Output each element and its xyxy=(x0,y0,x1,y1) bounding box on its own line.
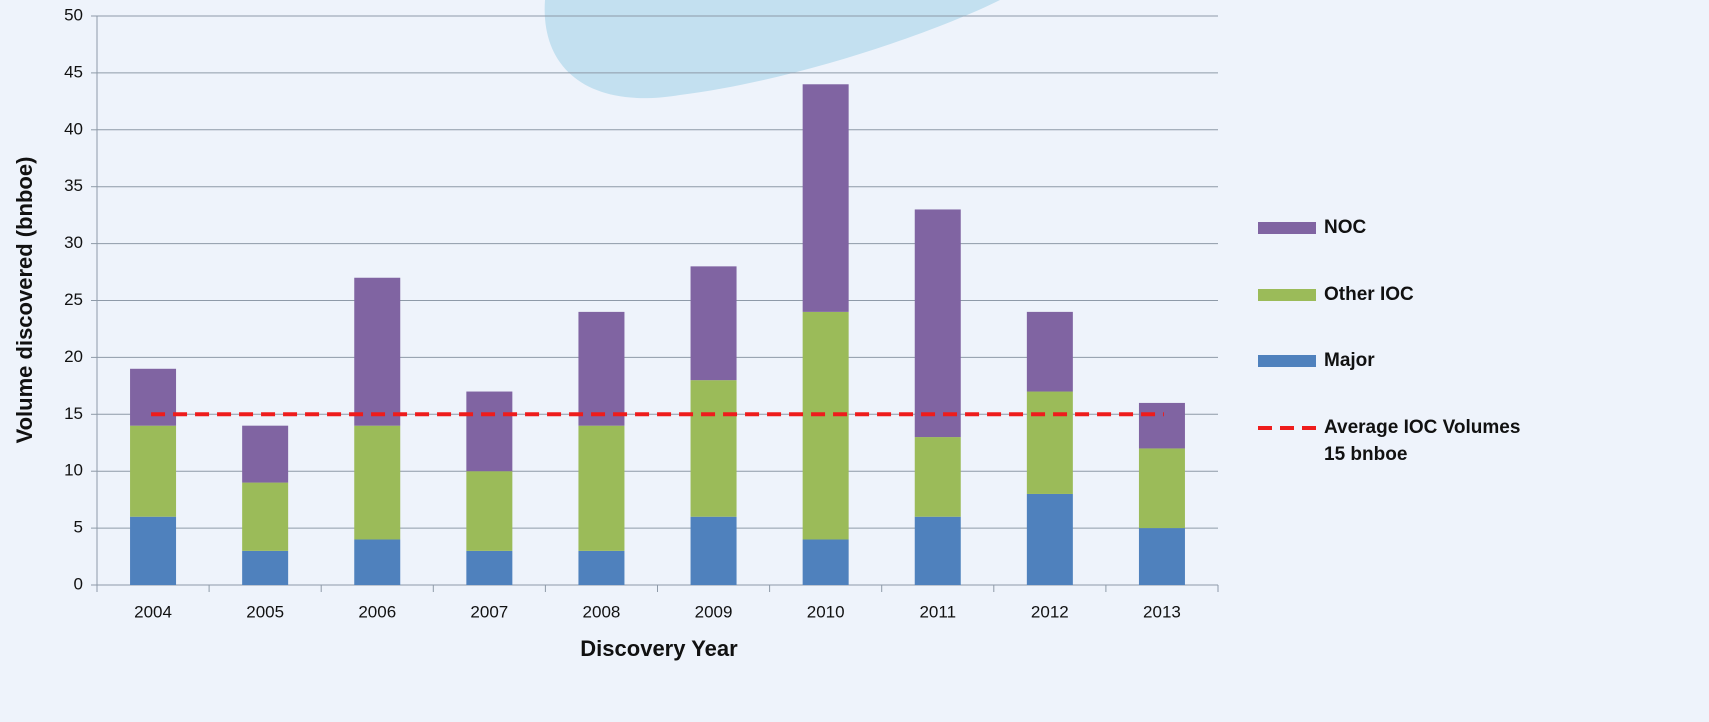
x-tick-label: 2011 xyxy=(919,602,956,621)
y-tick-label: 30 xyxy=(64,233,83,252)
y-tick-label: 40 xyxy=(64,119,83,138)
y-tick-label: 0 xyxy=(74,574,83,593)
x-tick-label: 2005 xyxy=(246,602,284,621)
bar-segment xyxy=(915,517,961,585)
bar-segment xyxy=(242,551,288,585)
bar-segment xyxy=(1139,528,1185,585)
bar-segment xyxy=(354,278,400,426)
legend-label: NOC xyxy=(1324,217,1367,238)
legend-swatch xyxy=(1258,355,1316,367)
x-tick-label: 2004 xyxy=(134,602,172,621)
x-tick-label: 2013 xyxy=(1143,602,1181,621)
bar-segment xyxy=(691,380,737,517)
bar-segment xyxy=(803,84,849,312)
bar-segment xyxy=(915,437,961,517)
bar-segment xyxy=(1139,403,1185,449)
bar-segment xyxy=(466,392,512,472)
bar-segment xyxy=(466,551,512,585)
bar-segment xyxy=(578,426,624,551)
bar-segment xyxy=(578,312,624,426)
chart: Volume discovered (bnboe) Discovery Year… xyxy=(0,0,1709,722)
bar-segment xyxy=(242,483,288,551)
x-tick-label: 2009 xyxy=(695,602,733,621)
y-tick-label: 15 xyxy=(64,404,83,423)
legend-label: 15 bnboe xyxy=(1324,444,1407,465)
bar-segment xyxy=(130,517,176,585)
y-tick-label: 10 xyxy=(64,461,83,480)
legend-label: Other IOC xyxy=(1324,284,1414,305)
y-axis-title: Volume discovered (bnboe) xyxy=(12,157,37,444)
bar-segment xyxy=(803,312,849,540)
legend-swatch xyxy=(1258,289,1316,301)
x-axis-title: Discovery Year xyxy=(580,636,738,661)
y-tick-label: 50 xyxy=(64,5,83,24)
bar-segment xyxy=(466,471,512,551)
y-tick-label: 45 xyxy=(64,62,83,81)
bar-segment xyxy=(915,209,961,437)
legend-label: Major xyxy=(1324,350,1375,371)
y-tick-label: 35 xyxy=(64,176,83,195)
bar-segment xyxy=(130,426,176,517)
x-tick-label: 2012 xyxy=(1031,602,1069,621)
bar-segment xyxy=(578,551,624,585)
bar-segment xyxy=(130,369,176,426)
bar-segment xyxy=(242,426,288,483)
x-tick-label: 2008 xyxy=(583,602,621,621)
legend-label: Average IOC Volumes xyxy=(1324,417,1520,438)
y-tick-label: 25 xyxy=(64,290,83,309)
bar-segment xyxy=(691,266,737,380)
y-tick-label: 20 xyxy=(64,347,83,366)
bar-segment xyxy=(1027,494,1073,585)
x-tick-label: 2006 xyxy=(358,602,396,621)
bar-segment xyxy=(354,426,400,540)
y-tick-label: 5 xyxy=(74,518,83,537)
bar-segment xyxy=(1027,312,1073,392)
x-tick-label: 2007 xyxy=(470,602,508,621)
bar-segment xyxy=(1027,392,1073,494)
legend-swatch xyxy=(1258,222,1316,234)
x-tick-label: 2010 xyxy=(807,602,845,621)
bar-segment xyxy=(691,517,737,585)
bar-segment xyxy=(1139,448,1185,528)
bar-segment xyxy=(354,539,400,585)
bar-segment xyxy=(803,539,849,585)
